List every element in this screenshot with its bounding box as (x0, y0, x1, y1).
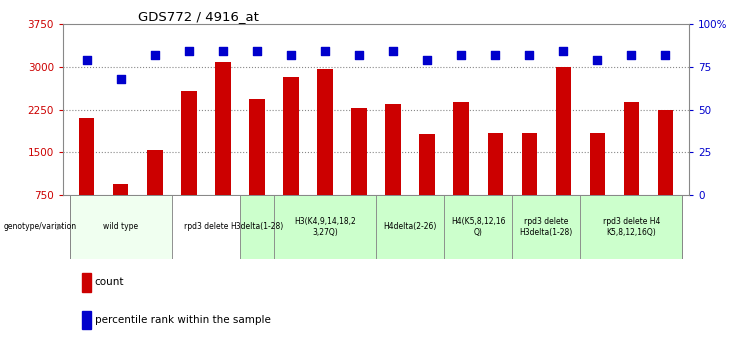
Text: GSM27852: GSM27852 (594, 198, 600, 236)
Bar (240, 195, 274, 259)
Point (115, 76, 127, 81)
Bar (376, 195, 444, 259)
Text: count: count (95, 277, 124, 287)
Point (81, 57, 93, 63)
Text: wild type: wild type (103, 222, 139, 231)
Bar (70, 195, 104, 231)
Text: GDS772 / 4916_at: GDS772 / 4916_at (138, 10, 259, 23)
Point (251, 49, 263, 54)
Text: GSM27844: GSM27844 (322, 198, 328, 236)
Bar (512, 195, 546, 231)
Text: genotype/variation: genotype/variation (3, 222, 76, 231)
Text: GSM27843: GSM27843 (288, 198, 294, 236)
Point (217, 49, 229, 54)
Point (421, 57, 433, 63)
Bar (453, 102, 469, 195)
Text: GSM27853: GSM27853 (628, 198, 634, 236)
Bar (512, 195, 580, 259)
Text: GSM27840: GSM27840 (186, 198, 192, 236)
Bar (138, 195, 172, 231)
Point (659, 52, 671, 58)
Bar (546, 195, 580, 231)
Text: rpd3 delete: rpd3 delete (184, 222, 228, 231)
Point (285, 52, 297, 58)
Bar (624, 102, 639, 195)
Text: H4(K5,8,12,16
Q): H4(K5,8,12,16 Q) (451, 217, 505, 237)
Point (319, 49, 331, 54)
Bar (488, 134, 503, 195)
Point (353, 52, 365, 58)
Bar (147, 150, 162, 195)
Bar (376, 195, 410, 231)
Bar (274, 195, 376, 259)
Text: GSM27847: GSM27847 (424, 198, 430, 236)
Text: H3(K4,9,14,18,2
3,27Q): H3(K4,9,14,18,2 3,27Q) (294, 217, 356, 237)
Bar (79, 118, 94, 195)
Bar (172, 195, 240, 259)
Bar (249, 99, 265, 195)
Text: GSM27838: GSM27838 (118, 198, 124, 236)
Text: GSM27854: GSM27854 (662, 198, 668, 236)
Bar (283, 77, 299, 195)
Bar (70, 195, 172, 259)
Bar (317, 69, 333, 195)
Text: rpd3 delete
H3delta(1-28): rpd3 delete H3delta(1-28) (519, 217, 573, 237)
Bar (82, 310, 91, 329)
Bar (658, 109, 673, 195)
Bar (478, 195, 512, 231)
Bar (342, 195, 376, 231)
Text: GSM27837: GSM27837 (84, 198, 90, 236)
Text: percentile rank within the sample: percentile rank within the sample (95, 315, 270, 325)
Text: rpd3 delete H4
K5,8,12,16Q): rpd3 delete H4 K5,8,12,16Q) (602, 217, 660, 237)
Bar (308, 195, 342, 231)
Text: GSM27851: GSM27851 (560, 198, 566, 236)
Point (523, 52, 535, 58)
Text: GSM27839: GSM27839 (152, 198, 158, 236)
Bar (182, 91, 196, 195)
Text: GSM27842: GSM27842 (254, 198, 260, 236)
Text: H4delta(2-26): H4delta(2-26) (383, 222, 436, 231)
Point (489, 52, 501, 58)
Bar (580, 195, 614, 231)
Point (183, 49, 195, 54)
Point (557, 49, 569, 54)
Text: H3delta(1-28): H3delta(1-28) (230, 222, 284, 231)
Text: GSM27846: GSM27846 (390, 198, 396, 236)
Bar (104, 195, 138, 231)
Point (387, 49, 399, 54)
Bar (113, 184, 128, 195)
Text: GSM27850: GSM27850 (526, 198, 532, 236)
Bar (240, 195, 274, 231)
Text: GSM27848: GSM27848 (458, 198, 464, 236)
Bar (444, 195, 478, 231)
Bar (522, 134, 536, 195)
Bar (274, 195, 308, 231)
Bar (385, 105, 401, 195)
Point (591, 57, 603, 63)
Text: GSM27845: GSM27845 (356, 198, 362, 236)
Bar (580, 195, 682, 259)
Bar (172, 195, 206, 231)
Point (625, 52, 637, 58)
Bar (206, 195, 240, 231)
Text: GSM27841: GSM27841 (220, 198, 226, 236)
Bar (614, 195, 648, 231)
Bar (351, 108, 367, 195)
Bar (82, 273, 91, 292)
Bar (648, 195, 682, 231)
Bar (216, 62, 230, 195)
Bar (444, 195, 512, 259)
Bar (410, 195, 444, 231)
Point (455, 52, 467, 58)
Bar (419, 134, 435, 195)
Point (149, 52, 161, 58)
Bar (556, 67, 571, 195)
Text: GSM27849: GSM27849 (492, 198, 498, 236)
Bar (590, 134, 605, 195)
